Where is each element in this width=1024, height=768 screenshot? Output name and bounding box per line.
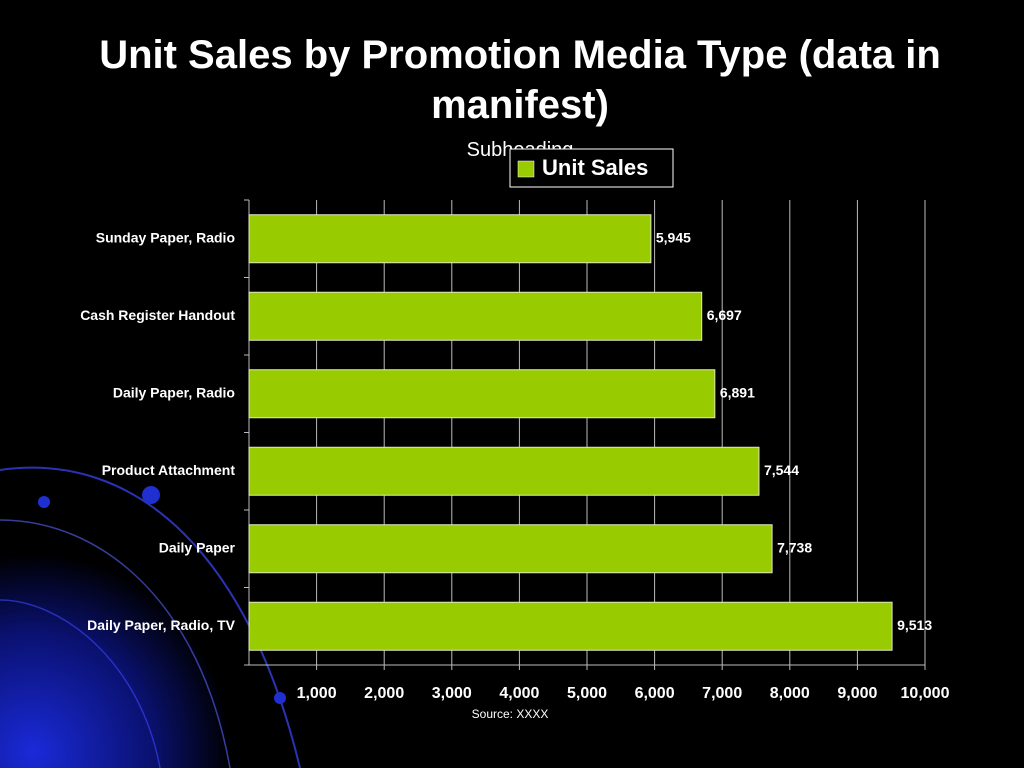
x-tick-label: 9,000 <box>837 685 877 702</box>
y-tick-label: Product Attachment <box>102 462 236 478</box>
x-tick-label: 4,000 <box>499 685 539 702</box>
bar <box>248 291 703 341</box>
bar <box>248 214 652 264</box>
y-tick-label: Daily Paper, Radio <box>113 384 235 400</box>
value-label: 6,697 <box>707 307 742 323</box>
x-tick-label: 7,000 <box>702 685 742 702</box>
bar <box>248 524 773 574</box>
y-tick-label: Sunday Paper, Radio <box>96 229 235 245</box>
value-label: 7,738 <box>777 539 812 555</box>
y-tick-label: Daily Paper <box>159 539 236 555</box>
y-tick-label: Daily Paper, Radio, TV <box>87 617 235 633</box>
x-tick-label: 5,000 <box>567 685 607 702</box>
value-label: 6,891 <box>720 384 755 400</box>
chart-title: Unit Sales by Promotion Media Type (data… <box>99 33 941 127</box>
legend-box <box>509 148 674 188</box>
x-tick-label: 3,000 <box>432 685 472 702</box>
source-note: Source: XXXX <box>471 707 549 721</box>
legend-label: Unit Sales <box>542 155 648 180</box>
x-tick-label: 10,000 <box>901 685 950 702</box>
x-tick-label: 8,000 <box>770 685 810 702</box>
value-label: 9,513 <box>897 617 932 633</box>
x-tick-label: 6,000 <box>635 685 675 702</box>
x-tick-label: 2,000 <box>364 685 404 702</box>
bar <box>248 446 760 496</box>
value-label: 5,945 <box>656 229 691 245</box>
bar <box>248 369 716 419</box>
legend-swatch <box>517 160 535 178</box>
bar <box>248 601 893 651</box>
value-label: 7,544 <box>764 462 799 478</box>
y-tick-label: Cash Register Handout <box>80 307 235 323</box>
x-tick-label: 1,000 <box>297 685 337 702</box>
